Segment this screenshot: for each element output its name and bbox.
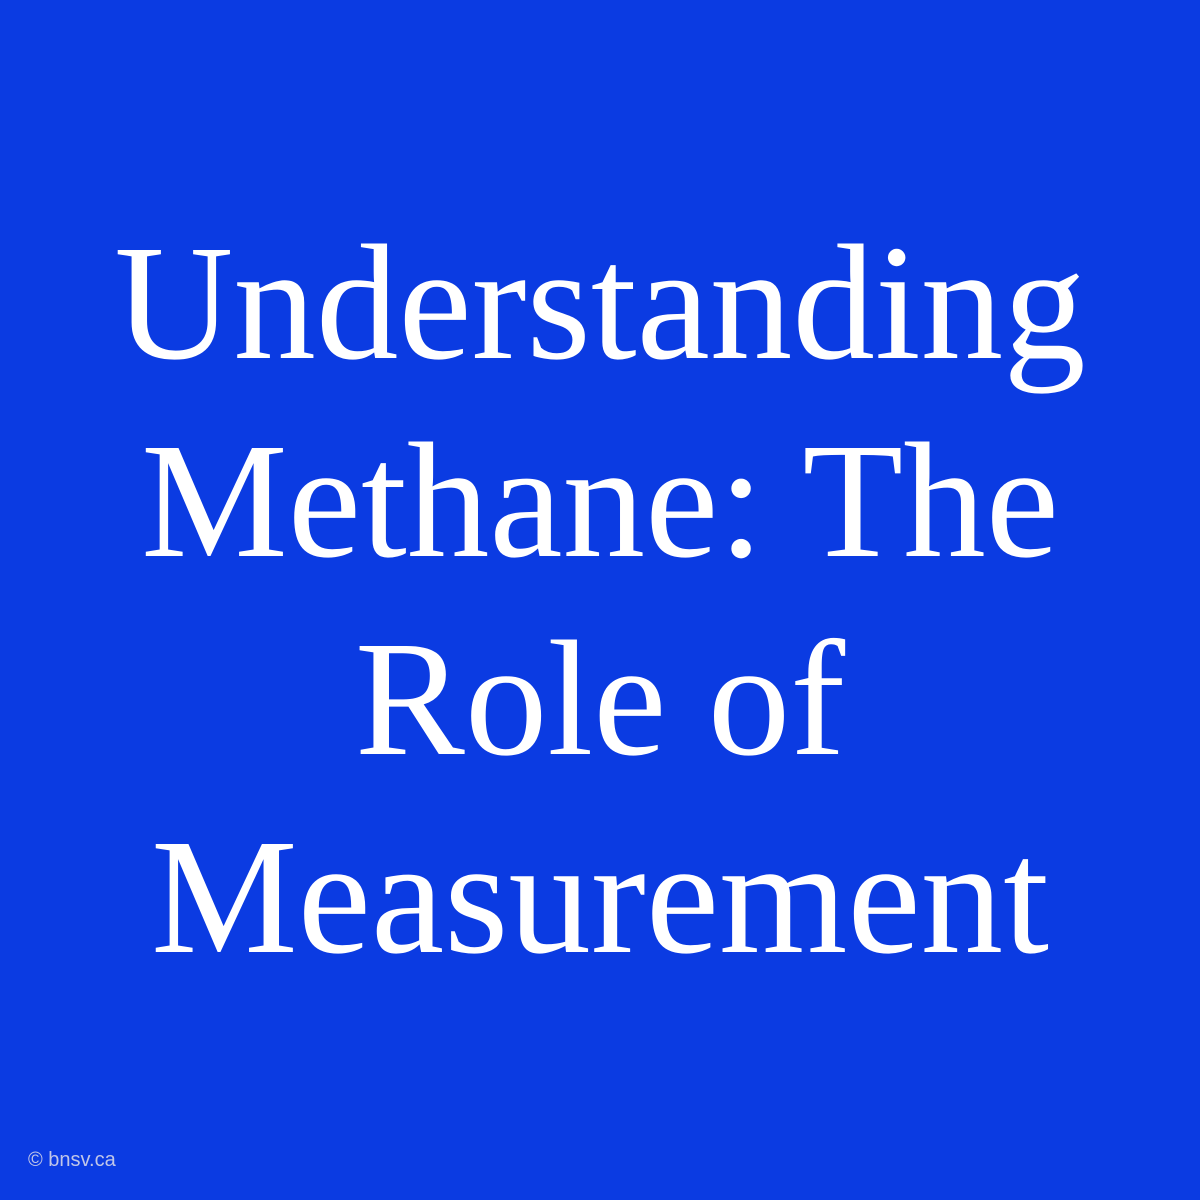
- slide-title: Understanding Methane: The Role of Measu…: [0, 204, 1200, 996]
- copyright-credit: © bnsv.ca: [28, 1149, 116, 1172]
